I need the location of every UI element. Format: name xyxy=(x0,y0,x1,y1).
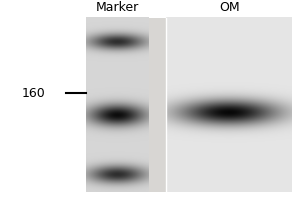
Text: OM: OM xyxy=(219,1,239,14)
FancyBboxPatch shape xyxy=(86,18,292,192)
Text: 160: 160 xyxy=(22,87,45,100)
Text: Marker: Marker xyxy=(95,1,139,14)
